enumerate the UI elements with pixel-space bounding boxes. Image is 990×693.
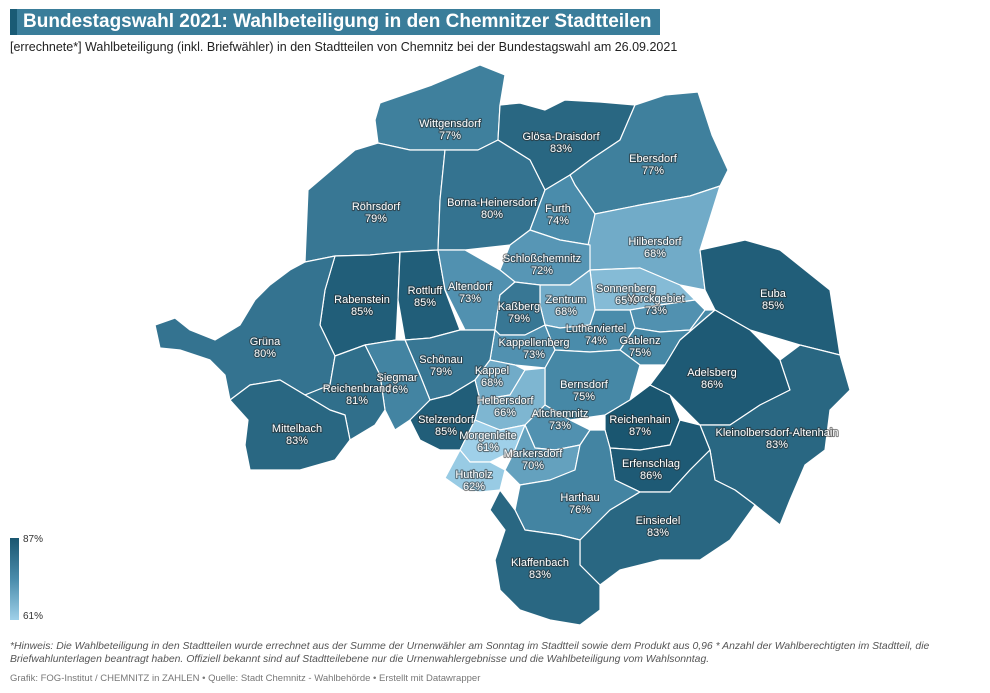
district-value-label: 83% [766, 439, 788, 451]
district-name-label: Furth [545, 203, 571, 215]
district-value-label: 73% [645, 305, 667, 317]
district-value-label: 73% [523, 349, 545, 361]
district-name-label: Röhrsdorf [352, 201, 401, 213]
district-name-label: Mittelbach [272, 423, 322, 435]
district-value-label: 83% [529, 569, 551, 581]
source-line: Grafik: FOG-Institut / CHEMNITZ in ZAHLE… [10, 673, 481, 684]
district-name-label: Einsiedel [636, 515, 681, 527]
district-value-label: 74% [585, 335, 607, 347]
district-name-label: Glösa-Draisdorf [522, 131, 600, 143]
district-value-label: 76% [569, 504, 591, 516]
district-value-label: 83% [286, 435, 308, 447]
district-stelzendorf[interactable] [409, 379, 481, 451]
district-name-label: Adelsberg [687, 367, 737, 379]
district-name-label: Rottluff [408, 285, 444, 297]
district-value-label: 76% [386, 384, 408, 396]
district-name-label: Sonnenberg [596, 283, 656, 295]
district-value-label: 79% [508, 313, 530, 325]
district-name-label: Lutherviertel [566, 323, 627, 335]
district-value-label: 73% [549, 420, 571, 432]
legend-min-label: 61% [23, 611, 44, 622]
district-name-label: Rabenstein [334, 294, 390, 306]
district-name-label: Wittgensdorf [419, 118, 482, 130]
district-value-label: 80% [481, 209, 503, 221]
district-value-label: 85% [351, 306, 373, 318]
district-name-label: Yorckgebiet [627, 293, 684, 305]
district-name-label: Kappellenberg [499, 337, 570, 349]
district-value-label: 83% [647, 527, 669, 539]
district-value-label: 68% [555, 306, 577, 318]
district-value-label: 68% [481, 377, 503, 389]
district-value-label: 73% [459, 293, 481, 305]
district-name-label: Grüna [250, 336, 281, 348]
chart-subtitle: [errechnete*] Wahlbeteiligung (inkl. Bri… [10, 40, 678, 54]
district-value-label: 77% [642, 165, 664, 177]
district-value-label: 75% [629, 347, 651, 359]
district-value-label: 70% [522, 460, 544, 472]
district-name-label: Helbersdorf [477, 395, 535, 407]
district-name-label: Borna-Heinersdorf [447, 197, 538, 209]
district-name-label: Stelzendorf [418, 414, 475, 426]
district-value-label: 85% [762, 300, 784, 312]
district-name-label: Siegmar [377, 372, 418, 384]
district-name-label: Morgenleite [459, 430, 516, 442]
district-name-label: Altchemnitz [532, 408, 589, 420]
district-name-label: Kaßberg [498, 301, 540, 313]
district-value-label: 65% [615, 295, 637, 307]
district-name-label: Schönau [419, 354, 462, 366]
district-name-label: Markersdorf [504, 448, 564, 460]
district-name-label: Schloßchemnitz [503, 253, 581, 265]
district-value-label: 61% [477, 442, 499, 454]
footnote: *Hinweis: Die Wahlbeteiligung in den Sta… [10, 641, 930, 665]
district-value-label: 68% [644, 248, 666, 260]
legend-color-bar [10, 538, 19, 620]
title-bar: Bundestagswahl 2021: Wahlbeteiligung in … [10, 9, 660, 35]
district-value-label: 75% [573, 391, 595, 403]
chart-title: Bundestagswahl 2021: Wahlbeteiligung in … [17, 9, 660, 35]
district-name-label: Ebersdorf [629, 153, 678, 165]
district-regions [154, 64, 851, 626]
district-value-label: 85% [435, 426, 457, 438]
district-name-label: Reichenbrand [323, 383, 392, 395]
district-name-label: Klaffenbach [511, 557, 569, 569]
district-value-label: 62% [463, 481, 485, 493]
district-value-label: 86% [640, 470, 662, 482]
district-mittelbach[interactable] [229, 379, 351, 471]
district-gruna[interactable] [154, 255, 336, 401]
district-name-label: Hilbersdorf [628, 236, 682, 248]
legend-max-label: 87% [23, 534, 44, 545]
district-value-label: 72% [531, 265, 553, 277]
district-name-label: Zentrum [546, 294, 587, 306]
district-name-label: Hutholz [455, 469, 492, 481]
district-value-label: 81% [346, 395, 368, 407]
district-value-label: 77% [439, 130, 461, 142]
district-value-label: 87% [629, 426, 651, 438]
district-value-label: 66% [494, 407, 516, 419]
district-klaffenbach[interactable] [489, 489, 601, 626]
district-name-label: Erfenschlag [622, 458, 680, 470]
title-accent [10, 9, 17, 35]
district-name-label: Reichenhain [609, 414, 670, 426]
district-value-label: 85% [414, 297, 436, 309]
district-name-label: Bernsdorf [560, 379, 609, 391]
district-value-label: 80% [254, 348, 276, 360]
district-name-label: Kleinolbersdorf-Altenhain [716, 427, 839, 439]
district-name-label: Gablenz [620, 335, 661, 347]
district-value-label: 79% [430, 366, 452, 378]
district-value-label: 74% [547, 215, 569, 227]
district-value-label: 79% [365, 213, 387, 225]
district-name-label: Harthau [560, 492, 599, 504]
district-name-label: Euba [760, 288, 787, 300]
district-hutholz[interactable] [444, 449, 506, 493]
district-value-label: 86% [701, 379, 723, 391]
district-value-label: 83% [550, 143, 572, 155]
district-name-label: Kappel [475, 365, 509, 377]
district-name-label: Altendorf [448, 281, 493, 293]
